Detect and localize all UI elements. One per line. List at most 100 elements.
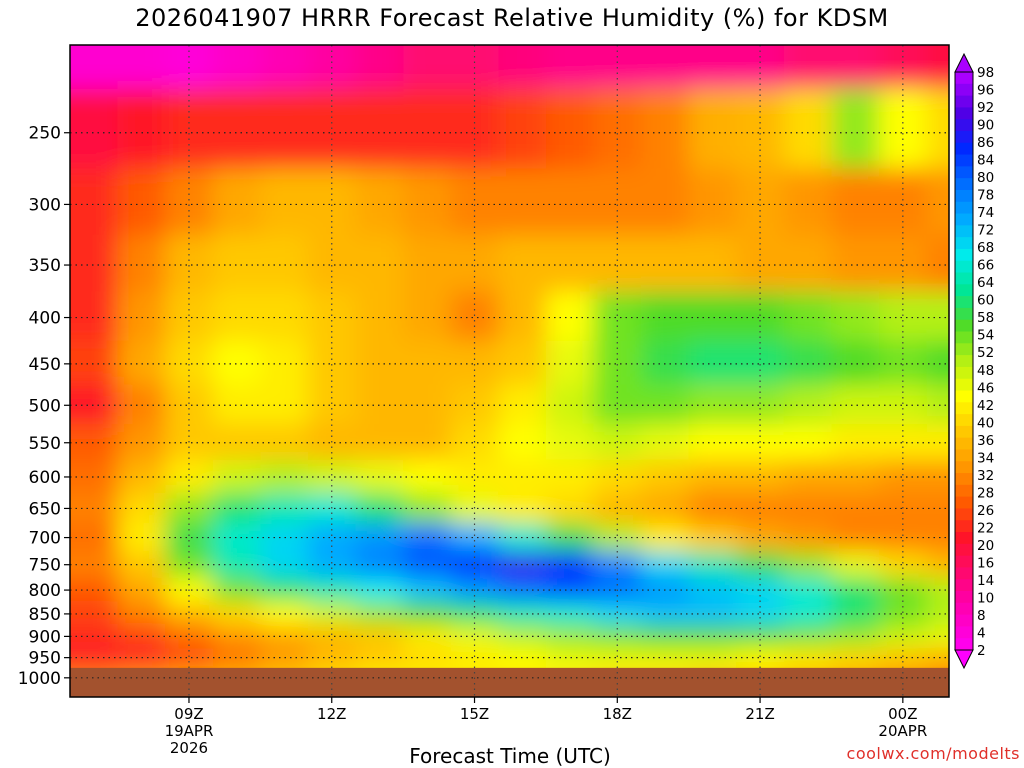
humidity-cell (260, 234, 309, 293)
colorbar-swatch (955, 473, 973, 486)
source-credit: coolwx.com/modelts (846, 744, 1020, 763)
humidity-cell (260, 340, 309, 386)
colorbar-swatch (955, 260, 973, 274)
humidity-cell (450, 625, 500, 649)
humidity-cell (736, 168, 785, 236)
colorbar-swatch (955, 614, 973, 628)
humidity-cell (450, 459, 500, 494)
x-tick-label: 00Z (888, 705, 917, 723)
colorbar-swatch (955, 166, 973, 179)
humidity-cell (307, 523, 357, 553)
colorbar-label: 58 (977, 310, 994, 326)
colorbar-swatch (955, 237, 973, 250)
humidity-cell (70, 601, 119, 627)
humidity-cell (926, 647, 949, 669)
humidity-cell (355, 551, 405, 579)
humidity-cell (260, 291, 309, 342)
humidity-cell (70, 234, 119, 293)
colorbar-swatch (955, 130, 973, 144)
humidity-cell (545, 291, 595, 342)
humidity-cell (403, 647, 452, 669)
humidity-cell (688, 234, 738, 293)
humidity-cell (831, 45, 881, 90)
humidity-cell (70, 384, 119, 426)
humidity-cell (593, 647, 643, 669)
colorbar-label: 10 (977, 590, 994, 606)
humidity-cell (355, 625, 405, 649)
colorbar-label: 8 (977, 608, 986, 624)
y-tick-label: 550 (29, 434, 61, 454)
humidity-cell (70, 625, 119, 649)
colorbar-label: 34 (977, 450, 994, 466)
colorbar-max-arrow (954, 52, 974, 73)
humidity-cell (165, 340, 214, 386)
humidity-cell (212, 492, 262, 525)
humidity-cell (498, 340, 547, 386)
x-tick-label: 12Z (317, 705, 346, 723)
colorbar-label: 78 (977, 188, 994, 204)
humidity-cell (736, 340, 785, 386)
colorbar-label: 40 (977, 415, 994, 431)
humidity-cell (70, 88, 119, 170)
humidity-cell (879, 384, 928, 426)
humidity-cell (165, 523, 214, 553)
colorbar-swatch (955, 284, 973, 297)
humidity-cell (70, 647, 119, 669)
colorbar-label: 26 (977, 503, 994, 519)
humidity-cell (403, 291, 452, 342)
colorbar-label: 60 (977, 293, 994, 309)
humidity-cell (355, 459, 405, 494)
colorbar-label: 42 (977, 398, 994, 414)
colorbar-swatch (955, 272, 973, 285)
colorbar-swatch (955, 307, 973, 321)
humidity-cell (783, 168, 833, 236)
humidity-cell (831, 234, 881, 293)
humidity-cell (355, 88, 405, 170)
humidity-cell (403, 45, 452, 90)
humidity-cell (307, 168, 357, 236)
humidity-cell (783, 234, 833, 293)
colorbar-swatch (955, 437, 973, 451)
colorbar-swatch (955, 213, 973, 226)
colorbar-legend: 9896929086848078747268666460585452484642… (954, 52, 994, 670)
colorbar-label: 14 (977, 573, 994, 589)
colorbar-label: 22 (977, 520, 994, 536)
humidity-cell (593, 523, 643, 553)
humidity-cell (165, 384, 214, 426)
humidity-cell (498, 168, 547, 236)
y-tick-label: 1000 (18, 669, 61, 689)
humidity-cell (688, 551, 738, 579)
humidity-cell (831, 340, 881, 386)
humidity-cell (355, 492, 405, 525)
colorbar-swatch (955, 520, 973, 533)
humidity-cell (355, 601, 405, 627)
humidity-cell (926, 384, 949, 426)
humidity-cell (831, 88, 881, 170)
colorbar-swatch (955, 532, 973, 545)
humidity-cell (498, 625, 547, 649)
humidity-cell (831, 291, 881, 342)
humidity-cell (783, 45, 833, 90)
humidity-cell (165, 625, 214, 649)
humidity-cell (403, 625, 452, 649)
humidity-cell (450, 523, 500, 553)
humidity-cell (879, 168, 928, 236)
humidity-cell (355, 234, 405, 293)
colorbar-swatch (955, 95, 973, 108)
colorbar-swatch (955, 390, 973, 403)
humidity-cell (355, 45, 405, 90)
colorbar-label: 86 (977, 135, 994, 151)
x-tick-label: 18Z (603, 705, 632, 723)
colorbar-swatch (955, 555, 973, 569)
humidity-cell (117, 88, 167, 170)
humidity-cell (212, 459, 262, 494)
humidity-cell (498, 291, 547, 342)
colorbar-label: 4 (977, 625, 986, 641)
colorbar-swatch (955, 626, 973, 639)
chart-title: 2026041907 HRRR Forecast Relative Humidi… (135, 4, 889, 32)
colorbar-label: 72 (977, 223, 994, 239)
colorbar-label: 74 (977, 205, 994, 221)
humidity-cell (450, 291, 500, 342)
humidity-cell (736, 647, 785, 669)
humidity-cell (831, 459, 881, 494)
